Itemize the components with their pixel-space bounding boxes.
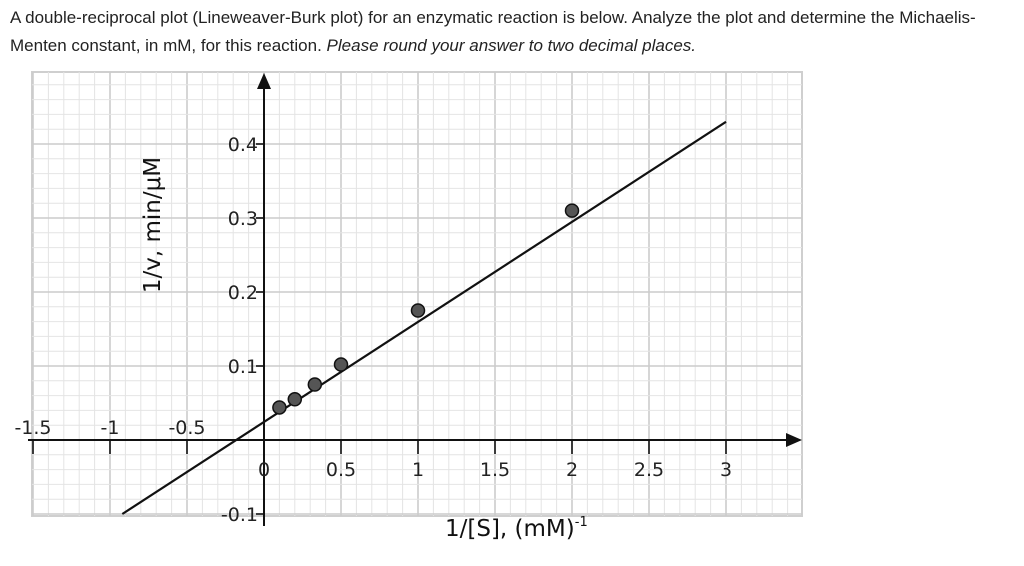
- question-note: Please round your answer to two decimal …: [326, 36, 697, 55]
- x-tick-label: 1.5: [480, 459, 510, 481]
- y-tick-label: 0.4: [228, 134, 258, 156]
- data-point: [333, 357, 349, 372]
- x-tick-label: -1.5: [14, 417, 51, 439]
- fit-line: [121, 120, 727, 515]
- data-point: [410, 303, 426, 318]
- ticks: -1.5 -1 -0.5 0 0.5 1 1.5 2 2.5 3 0.4 0.3 0.2 0.1 -0.1: [14, 134, 732, 526]
- y-tick-label: 0.3: [228, 208, 258, 230]
- data-point: [287, 392, 303, 407]
- x-axis-title: 1/[S], (mM)-1: [445, 515, 588, 542]
- series: [121, 120, 727, 515]
- data-point: [272, 400, 287, 415]
- x-tick-label: -0.5: [168, 417, 205, 439]
- x-axis-arrow: [786, 433, 802, 447]
- question-body: A double-reciprocal plot (Lineweaver-Bur…: [10, 8, 976, 55]
- x-tick-label: 0.5: [326, 459, 356, 481]
- y-tick-label: 0.1: [228, 356, 258, 378]
- x-tick-label: 1: [412, 459, 424, 481]
- x-tick-label: 3: [720, 459, 732, 481]
- axes: [28, 73, 802, 526]
- x-axis-title-main: 1/[S], (mM): [445, 516, 575, 542]
- data-point: [307, 377, 323, 392]
- x-tick-label: -1: [101, 417, 120, 439]
- y-tick-label: -0.1: [221, 504, 258, 526]
- y-tick-label: 0.2: [228, 282, 258, 304]
- y-axis-title: 1/v, min/μM: [140, 157, 166, 293]
- x-axis-title-superscript: -1: [575, 515, 588, 530]
- y-axis-arrow: [257, 73, 271, 89]
- x-tick-label: 0: [258, 459, 270, 481]
- x-tick-label: 2.5: [634, 459, 664, 481]
- question-text: A double-reciprocal plot (Lineweaver-Bur…: [10, 4, 1015, 60]
- x-tick-label: 2: [566, 459, 578, 481]
- grid: [31, 71, 803, 517]
- plot-area: [31, 71, 803, 517]
- data-point: [564, 203, 580, 218]
